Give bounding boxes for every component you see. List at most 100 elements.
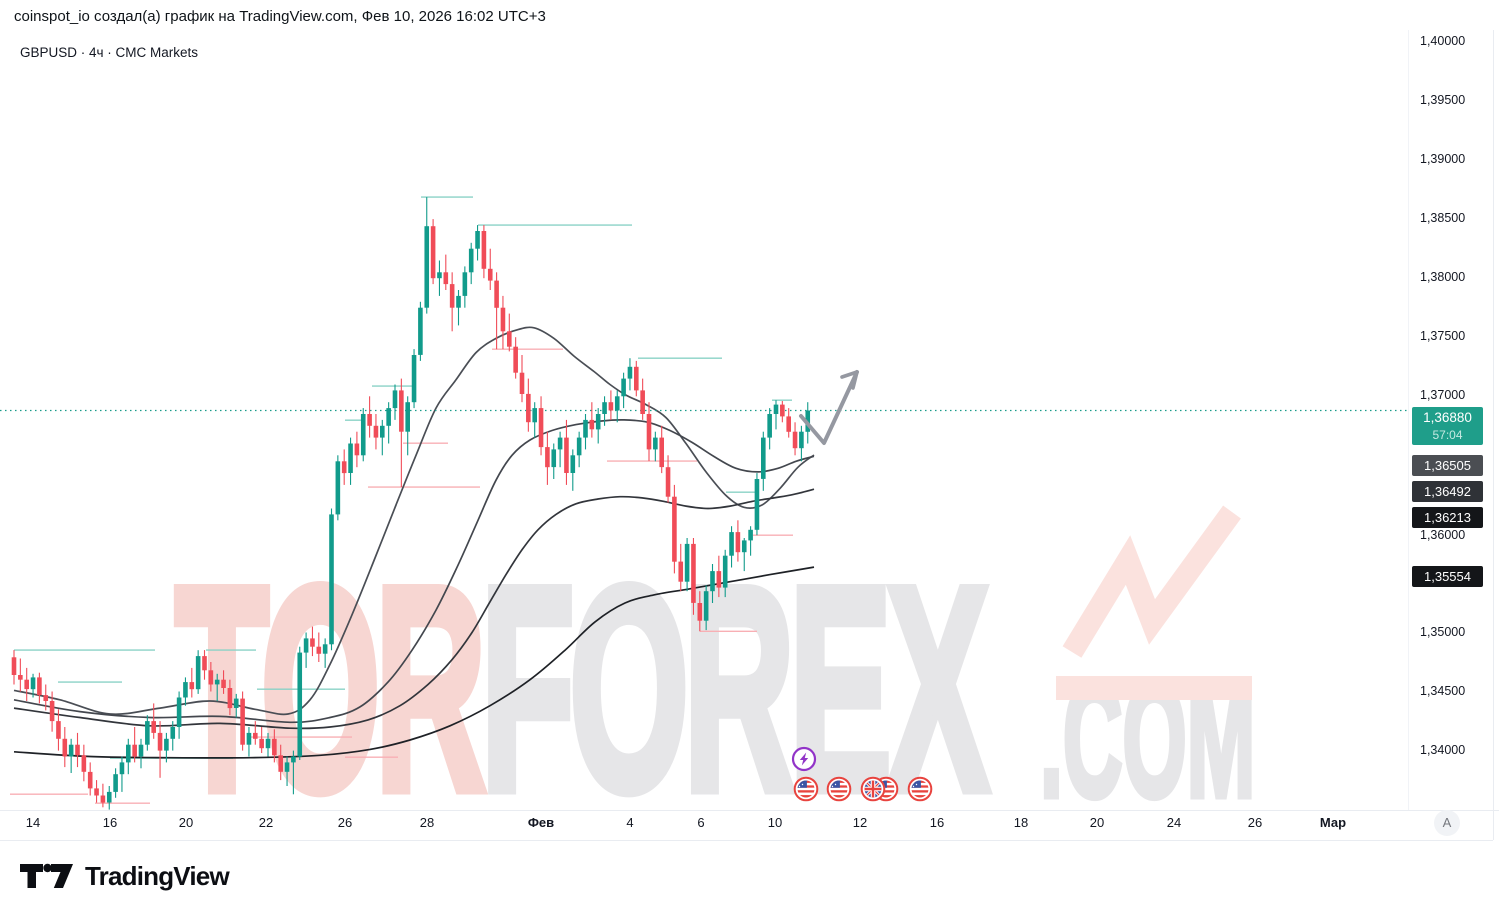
tradingview-logo-text: TradingView (85, 860, 230, 891)
candle-down (49, 701, 55, 722)
price-axis-label: 1,39500 (1420, 93, 1466, 108)
candle-up (773, 404, 779, 414)
candle-up (405, 402, 410, 432)
candle-down (11, 657, 17, 675)
candle-up (722, 555, 728, 588)
time-axis-label: 12 (852, 815, 868, 830)
candle-down (189, 682, 195, 690)
candle-down (672, 496, 677, 562)
candle-down (87, 771, 93, 789)
us-flag-event-icon[interactable] (907, 776, 933, 802)
candle-down (62, 738, 68, 757)
time-axis-label: 4 (626, 815, 634, 830)
candle-up (767, 414, 772, 438)
candle-down (37, 677, 42, 696)
candle-up (380, 425, 385, 438)
trend-arrow-drawing[interactable] (799, 370, 859, 445)
candle-down (399, 390, 404, 432)
candle-up (322, 644, 328, 654)
candle-up (437, 272, 442, 279)
candle-down (310, 638, 315, 647)
candle-up (113, 774, 118, 792)
price-axis-label: 1,37500 (1420, 329, 1466, 344)
candle-up (741, 540, 747, 553)
candle-up (138, 744, 144, 757)
candle-up (595, 414, 601, 430)
candle-down (526, 393, 531, 423)
time-axis-label: 28 (419, 815, 435, 830)
candle-down (634, 366, 639, 391)
candle-up (475, 231, 480, 249)
time-axis-label: Фев (527, 815, 555, 830)
candle-up (297, 652, 303, 757)
time-axis-label: 20 (178, 815, 194, 830)
candle-down (659, 437, 664, 468)
candle-down (354, 443, 360, 456)
indicator-price-badge: 1,36505 (1412, 454, 1483, 476)
candle-down (81, 755, 87, 772)
time-axis-label: Мар (1319, 815, 1347, 830)
candle-down (487, 268, 493, 281)
candle-down (373, 425, 379, 438)
indicator-price-badge: 1,36492 (1412, 480, 1483, 502)
candle-down (481, 231, 487, 269)
candle-down (240, 698, 245, 745)
candle-up (145, 721, 150, 745)
candle-up (551, 449, 557, 468)
us-flag-event-icon[interactable] (826, 776, 852, 802)
uk-flag-event-icon[interactable] (860, 776, 886, 802)
candle-down (449, 284, 455, 308)
indicator-price-badge: 1,36213 (1412, 506, 1483, 528)
candle-down (221, 679, 226, 688)
candlestick-series (11, 197, 811, 810)
candle-up (246, 732, 252, 745)
time-axis-label: 16 (929, 815, 945, 830)
candle-down (786, 416, 791, 432)
candle-up (710, 571, 715, 592)
candle-up (386, 408, 391, 426)
timezone-a-button[interactable]: A (1434, 810, 1460, 836)
tradingview-logo[interactable]: TradingView (18, 858, 230, 894)
candle-down (500, 307, 506, 332)
candle-down (640, 390, 645, 414)
candle-down (697, 603, 703, 621)
time-axis-label: 26 (1247, 815, 1263, 830)
candle-down (272, 738, 277, 756)
candle-down (259, 738, 264, 749)
candle-down (691, 543, 696, 603)
last-price-badge: 1,36880 57:04 (1412, 407, 1483, 445)
candle-down (100, 795, 106, 803)
candle-up (614, 396, 620, 411)
chart-pane[interactable] (0, 0, 1499, 845)
candle-up (195, 656, 201, 690)
candle-down (716, 571, 722, 588)
candle-up (30, 677, 36, 690)
candle-down (678, 561, 684, 582)
moving-average-line-ma-slowest (13, 566, 815, 759)
candle-down (608, 402, 614, 411)
time-axis-label: 24 (1166, 815, 1182, 830)
candle-down (43, 695, 49, 701)
candle-down (443, 272, 449, 285)
candle-up (119, 762, 125, 775)
candle-up (164, 738, 169, 751)
price-axis-label: 1,40000 (1420, 34, 1466, 48)
candle-up (183, 682, 188, 698)
candle-down (253, 732, 258, 739)
candle-up (703, 591, 709, 621)
candle-up (68, 744, 74, 757)
us-flag-event-icon[interactable] (793, 776, 819, 802)
candle-up (570, 455, 576, 473)
time-axis-label: 10 (767, 815, 783, 830)
candle-down (75, 744, 80, 756)
candle-up (576, 437, 582, 456)
candle-up (303, 638, 309, 653)
candle-up (748, 529, 753, 541)
chart-title: GBPUSD · 4ч · CMC Markets (20, 45, 199, 60)
lightning-event-icon[interactable] (791, 746, 817, 772)
candle-up (532, 408, 537, 423)
time-axis-label: 14 (25, 815, 41, 830)
candle-down (494, 280, 499, 308)
candle-up (557, 437, 563, 450)
candle-down (132, 744, 137, 757)
